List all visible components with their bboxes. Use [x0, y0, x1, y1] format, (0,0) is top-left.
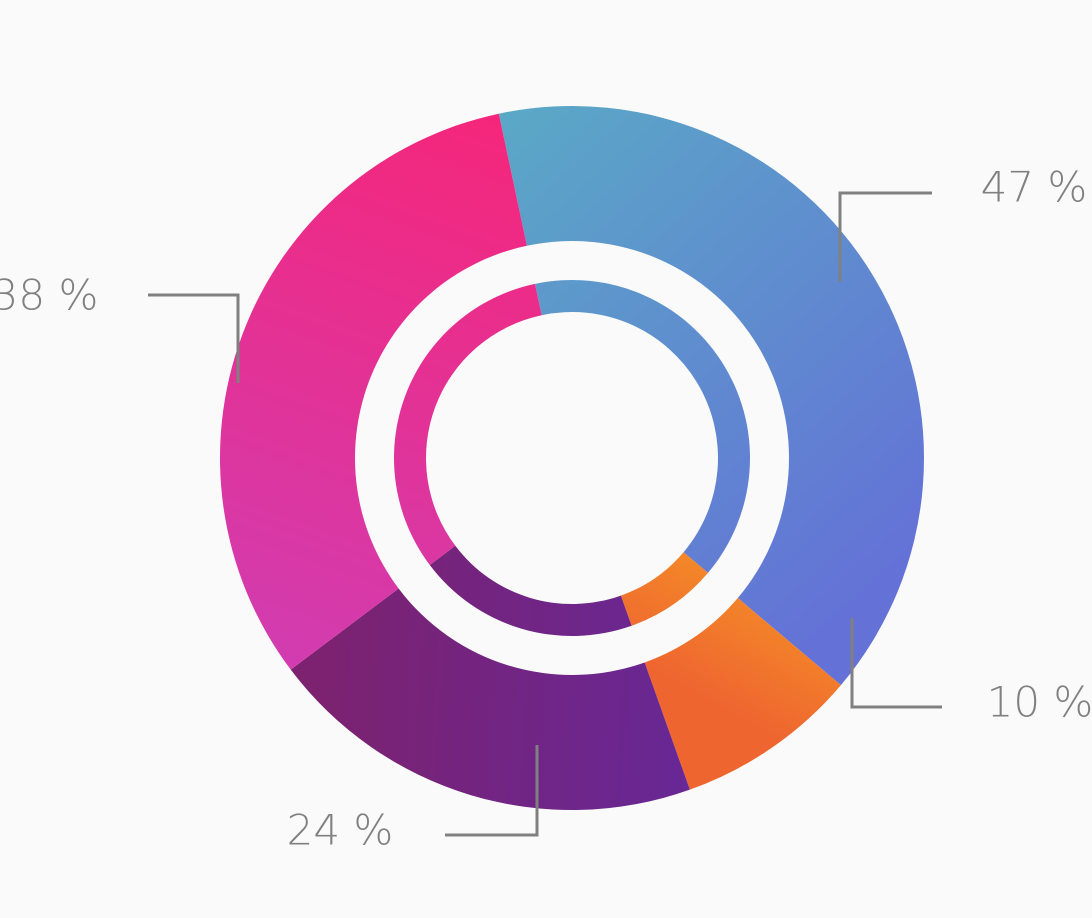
value-label: 10 % [987, 678, 1092, 727]
outer-slice [220, 113, 527, 670]
inner-slice [620, 552, 708, 626]
leader-line [838, 191, 932, 282]
inner-slice [429, 545, 632, 636]
value-label: 24 % [287, 806, 394, 855]
value-label: 38 % [0, 271, 98, 320]
leader-line [148, 293, 240, 383]
outer-slice [498, 106, 925, 686]
inner-slice [534, 280, 750, 573]
value-label: 47 % [981, 163, 1088, 212]
leader-line [850, 618, 942, 709]
outer-slice [290, 588, 690, 810]
inner-slice [394, 283, 542, 566]
leader-line [445, 745, 539, 837]
outer-slice [644, 598, 841, 790]
